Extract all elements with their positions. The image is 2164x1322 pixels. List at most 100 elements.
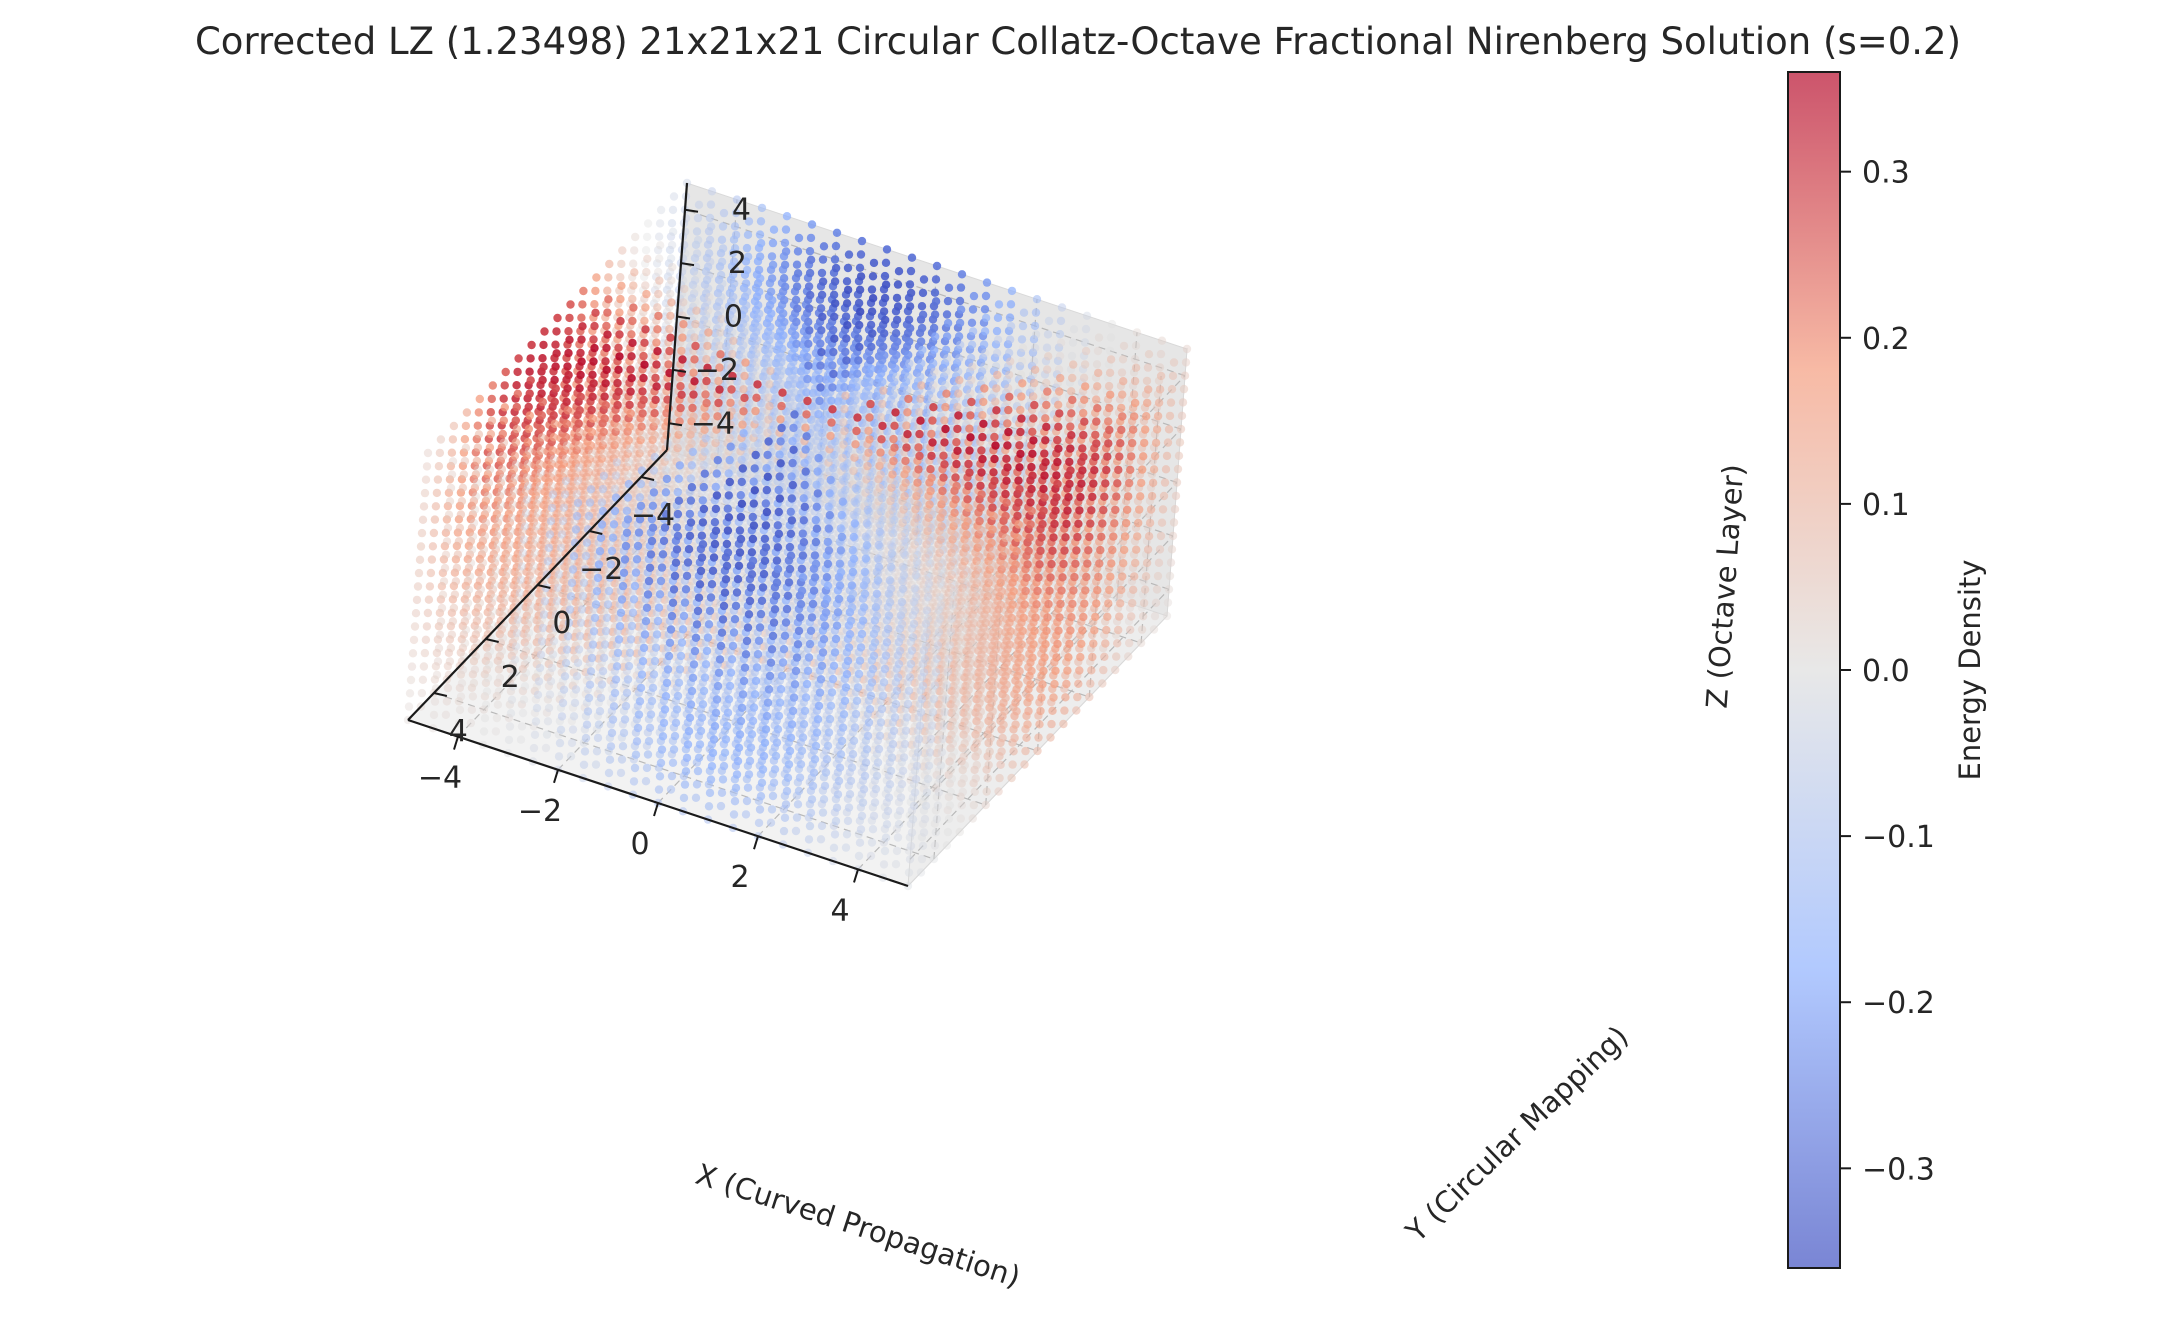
data-point xyxy=(705,271,714,280)
data-point xyxy=(738,420,747,429)
data-point xyxy=(740,349,749,359)
data-point xyxy=(690,276,700,285)
data-point xyxy=(1164,425,1174,434)
grid-line-z-leftwall xyxy=(913,535,1174,807)
data-point xyxy=(804,361,813,370)
data-point xyxy=(561,432,570,442)
data-point xyxy=(843,321,852,330)
data-point xyxy=(729,336,738,345)
data-point xyxy=(776,415,785,424)
data-point xyxy=(956,283,966,292)
data-point xyxy=(791,331,800,340)
data-point xyxy=(628,294,637,304)
data-point xyxy=(794,233,804,243)
data-point xyxy=(627,330,636,339)
data-point xyxy=(1178,398,1188,407)
data-point xyxy=(754,322,763,332)
data-point xyxy=(743,230,753,239)
data-point xyxy=(668,227,678,236)
data-point xyxy=(1007,286,1017,296)
data-point xyxy=(1173,464,1183,474)
data-point xyxy=(791,353,800,362)
data-point xyxy=(966,353,976,363)
data-point xyxy=(789,401,798,411)
data-point xyxy=(718,244,728,253)
data-point xyxy=(715,444,725,453)
data-point xyxy=(628,338,637,348)
data-point xyxy=(588,370,597,379)
data-point xyxy=(699,475,709,485)
data-point xyxy=(701,289,711,298)
data-point xyxy=(941,380,950,390)
data-point xyxy=(600,392,609,401)
data-point xyxy=(1067,387,1076,396)
data-point xyxy=(1156,349,1166,359)
data-point xyxy=(817,290,827,300)
data-point xyxy=(523,438,532,447)
data-point xyxy=(678,333,687,342)
data-point xyxy=(1068,338,1078,347)
data-point xyxy=(1162,451,1172,461)
data-point xyxy=(460,435,470,444)
data-point xyxy=(766,366,775,376)
data-point xyxy=(1126,625,1135,634)
data-point xyxy=(538,375,547,385)
data-point xyxy=(717,257,727,266)
data-point xyxy=(815,374,824,384)
data-point xyxy=(806,255,816,264)
data-point xyxy=(1165,411,1175,421)
data-point xyxy=(904,372,913,382)
data-point xyxy=(882,245,892,254)
data-point xyxy=(500,403,509,412)
data-point xyxy=(892,315,902,325)
data-point xyxy=(792,282,802,291)
data-point xyxy=(817,326,826,335)
data-point xyxy=(662,285,672,295)
data-point xyxy=(564,370,573,380)
data-point xyxy=(1056,338,1066,347)
data-point xyxy=(629,303,638,312)
data-point xyxy=(857,236,867,246)
data-point xyxy=(803,352,812,362)
data-point xyxy=(754,344,763,354)
data-point xyxy=(767,309,776,318)
data-point xyxy=(654,289,663,299)
data-point xyxy=(881,315,890,325)
data-point xyxy=(1030,321,1040,331)
data-point xyxy=(855,285,865,294)
data-point xyxy=(905,280,915,289)
data-point xyxy=(869,258,879,268)
data-point xyxy=(677,346,686,356)
data-point xyxy=(427,555,437,564)
data-point xyxy=(501,367,510,377)
data-point xyxy=(577,313,586,322)
data-point xyxy=(893,337,902,346)
data-point xyxy=(652,360,661,369)
data-point xyxy=(690,254,700,263)
data-point xyxy=(1057,303,1067,312)
data-point xyxy=(676,403,685,413)
data-point xyxy=(700,302,710,311)
data-point xyxy=(841,347,850,357)
data-point xyxy=(1181,358,1191,367)
data-point xyxy=(1168,531,1178,541)
data-point xyxy=(968,305,978,314)
data-point xyxy=(942,367,951,376)
data-point xyxy=(842,334,851,343)
data-point xyxy=(652,338,661,347)
data-point xyxy=(979,375,988,385)
data-point xyxy=(1043,365,1052,374)
data-point xyxy=(653,347,662,356)
data-point xyxy=(419,662,429,671)
data-point xyxy=(818,277,828,286)
data-point xyxy=(640,338,649,347)
data-point xyxy=(805,268,815,278)
data-point xyxy=(767,274,777,283)
data-point xyxy=(918,310,928,319)
data-point xyxy=(500,381,509,390)
data-point xyxy=(487,394,496,404)
data-point xyxy=(639,272,649,282)
data-point xyxy=(1129,585,1138,594)
data-point xyxy=(853,391,862,400)
data-point xyxy=(769,225,779,234)
